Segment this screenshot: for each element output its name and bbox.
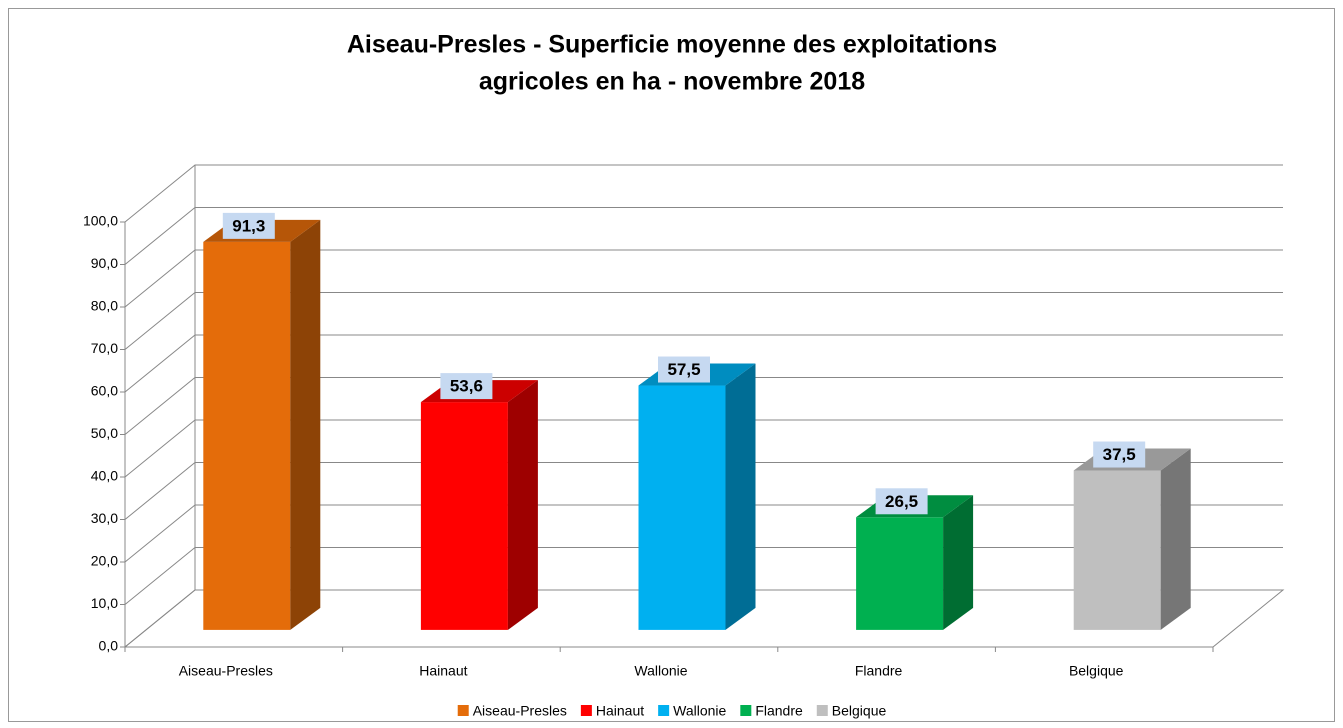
bar-side (943, 495, 974, 630)
value-label: 53,6 (450, 377, 483, 396)
value-label: 26,5 (885, 492, 918, 511)
legend-swatch (816, 705, 828, 716)
legend-label: Flandre (755, 703, 803, 719)
legend-swatch (740, 705, 752, 716)
y-tick-label: 60,0 (91, 383, 118, 399)
value-label-box (222, 212, 275, 239)
legend-swatch (580, 705, 592, 716)
y-tick-label: 50,0 (91, 425, 118, 441)
y-tick-label: 30,0 (91, 510, 118, 526)
x-tick-label: Belgique (1069, 663, 1124, 679)
x-tick-label: Wallonie (634, 663, 687, 679)
y-tick-label: 10,0 (91, 595, 118, 611)
y-tick-label: 80,0 (91, 298, 118, 314)
y-tick-label: 100,0 (83, 213, 118, 229)
legend-swatch (457, 705, 469, 716)
grid-line (124, 292, 1283, 350)
value-label-box (875, 488, 928, 515)
grid-line (124, 207, 1283, 265)
legend-label: Belgique (832, 703, 887, 719)
grid-line (124, 462, 1283, 520)
y-tick-label: 70,0 (91, 340, 118, 356)
value-label: 91,3 (232, 216, 265, 235)
grid-line (124, 249, 1283, 308)
value-label-box (658, 356, 710, 383)
chart-title: agricoles en ha - novembre 2018 (479, 68, 865, 96)
legend-label: Wallonie (673, 703, 726, 719)
grid-line (124, 377, 1283, 435)
bar (1073, 470, 1161, 630)
value-label: 57,5 (667, 360, 700, 379)
y-tick-label: 0,0 (99, 638, 119, 654)
legend-swatch (658, 705, 670, 716)
x-tick-label: Aiseau-Presles (179, 663, 273, 679)
legend-label: Hainaut (596, 703, 644, 719)
value-label: 37,5 (1103, 445, 1136, 464)
bar-side (290, 219, 321, 630)
legend-label: Aiseau-Presles (473, 703, 567, 719)
y-tick-label: 40,0 (91, 468, 118, 484)
grid-line (124, 164, 1283, 223)
y-tick-label: 20,0 (91, 553, 118, 569)
x-tick-label: Flandre (855, 663, 903, 679)
x-tick-label: Hainaut (419, 663, 467, 679)
value-label-box (440, 373, 493, 400)
grid-line (124, 334, 1283, 393)
bar (420, 402, 508, 630)
y-tick-label: 90,0 (91, 255, 118, 271)
value-label-box (1093, 441, 1146, 468)
bar-side (725, 363, 756, 630)
bar (638, 385, 726, 630)
bar-side (507, 380, 538, 630)
chart-title: Aiseau-Presles - Superficie moyenne des … (347, 31, 997, 59)
bar (856, 517, 944, 630)
bar (203, 241, 291, 630)
bar-side (1160, 448, 1191, 630)
grid-line (124, 419, 1283, 478)
